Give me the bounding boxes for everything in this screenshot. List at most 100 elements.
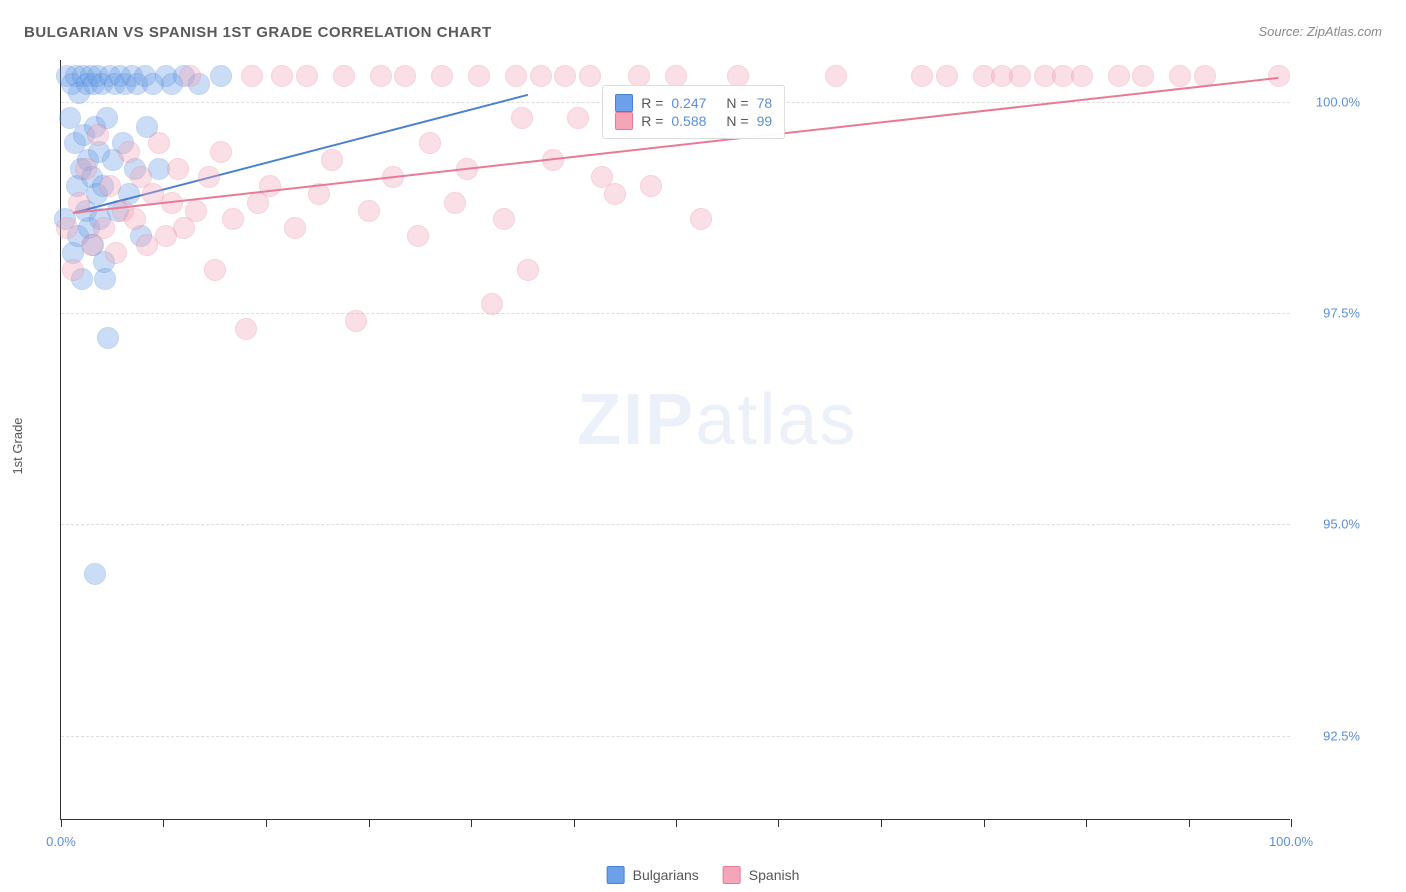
data-point bbox=[407, 225, 429, 247]
data-point bbox=[554, 65, 576, 87]
data-point bbox=[419, 132, 441, 154]
ytick-label: 92.5% bbox=[1323, 728, 1360, 743]
xtick bbox=[163, 819, 164, 827]
data-point bbox=[936, 65, 958, 87]
ytick-label: 100.0% bbox=[1316, 95, 1360, 110]
data-point bbox=[93, 217, 115, 239]
data-point bbox=[198, 166, 220, 188]
xtick bbox=[984, 819, 985, 827]
swatch-icon bbox=[615, 94, 633, 112]
data-point bbox=[727, 65, 749, 87]
data-point bbox=[628, 65, 650, 87]
chart-container: BULGARIAN VS SPANISH 1ST GRADE CORRELATI… bbox=[0, 0, 1406, 892]
swatch-icon bbox=[723, 866, 741, 884]
swatch-icon bbox=[607, 866, 625, 884]
swatch-icon bbox=[615, 112, 633, 130]
data-point bbox=[210, 141, 232, 163]
data-point bbox=[911, 65, 933, 87]
data-point bbox=[259, 175, 281, 197]
data-point bbox=[530, 65, 552, 87]
data-point bbox=[1071, 65, 1093, 87]
xtick bbox=[1291, 819, 1292, 827]
data-point bbox=[241, 65, 263, 87]
data-point bbox=[333, 65, 355, 87]
data-point bbox=[1009, 65, 1031, 87]
data-point bbox=[204, 259, 226, 281]
data-point bbox=[665, 65, 687, 87]
data-point bbox=[94, 268, 116, 290]
data-point bbox=[825, 65, 847, 87]
data-point bbox=[1268, 65, 1290, 87]
grid-line bbox=[61, 313, 1290, 314]
data-point bbox=[511, 107, 533, 129]
data-point bbox=[579, 65, 601, 87]
data-point bbox=[481, 293, 503, 315]
data-point bbox=[118, 141, 140, 163]
data-point bbox=[444, 192, 466, 214]
xtick bbox=[881, 819, 882, 827]
data-point bbox=[75, 158, 97, 180]
data-point bbox=[567, 107, 589, 129]
data-point bbox=[296, 65, 318, 87]
data-point bbox=[235, 318, 257, 340]
legend-label: Spanish bbox=[749, 867, 800, 883]
data-point bbox=[370, 65, 392, 87]
legend-item-bulgarians: Bulgarians bbox=[607, 866, 699, 884]
data-point bbox=[87, 124, 109, 146]
data-point bbox=[105, 242, 127, 264]
xtick-label: 100.0% bbox=[1269, 834, 1313, 849]
data-point bbox=[222, 208, 244, 230]
xtick bbox=[574, 819, 575, 827]
data-point bbox=[1169, 65, 1191, 87]
xtick bbox=[369, 819, 370, 827]
data-point bbox=[517, 259, 539, 281]
data-point bbox=[167, 158, 189, 180]
data-point bbox=[1132, 65, 1154, 87]
xtick bbox=[61, 819, 62, 827]
stats-legend: R = 0.247N = 78R = 0.588N = 99 bbox=[602, 85, 785, 139]
data-point bbox=[345, 310, 367, 332]
chart-source: Source: ZipAtlas.com bbox=[1258, 24, 1382, 39]
data-point bbox=[56, 217, 78, 239]
xtick bbox=[1189, 819, 1190, 827]
xtick bbox=[1086, 819, 1087, 827]
xtick bbox=[471, 819, 472, 827]
data-point bbox=[431, 65, 453, 87]
xtick bbox=[676, 819, 677, 827]
data-point bbox=[271, 65, 293, 87]
legend-item-spanish: Spanish bbox=[723, 866, 800, 884]
data-point bbox=[148, 132, 170, 154]
data-point bbox=[505, 65, 527, 87]
stats-row: R = 0.247N = 78 bbox=[615, 94, 772, 112]
data-point bbox=[468, 65, 490, 87]
bottom-legend: Bulgarians Spanish bbox=[607, 866, 800, 884]
stats-row: R = 0.588N = 99 bbox=[615, 112, 772, 130]
data-point bbox=[690, 208, 712, 230]
data-point bbox=[185, 200, 207, 222]
data-point bbox=[394, 65, 416, 87]
data-point bbox=[1108, 65, 1130, 87]
xtick bbox=[266, 819, 267, 827]
data-point bbox=[179, 65, 201, 87]
plot-area: ZIPatlas 92.5%95.0%97.5%100.0%0.0%100.0%… bbox=[60, 60, 1290, 820]
data-point bbox=[358, 200, 380, 222]
data-point bbox=[640, 175, 662, 197]
y-axis-label: 1st Grade bbox=[10, 417, 25, 474]
chart-title: BULGARIAN VS SPANISH 1ST GRADE CORRELATI… bbox=[24, 24, 492, 41]
xtick-label: 0.0% bbox=[46, 834, 76, 849]
grid-line bbox=[61, 736, 1290, 737]
legend-label: Bulgarians bbox=[633, 867, 699, 883]
data-point bbox=[84, 563, 106, 585]
ytick-label: 95.0% bbox=[1323, 517, 1360, 532]
data-point bbox=[97, 327, 119, 349]
data-point bbox=[124, 208, 146, 230]
data-point bbox=[284, 217, 306, 239]
data-point bbox=[62, 259, 84, 281]
data-point bbox=[99, 175, 121, 197]
data-point bbox=[321, 149, 343, 171]
data-point bbox=[210, 65, 232, 87]
watermark: ZIPatlas bbox=[577, 379, 857, 461]
ytick-label: 97.5% bbox=[1323, 306, 1360, 321]
grid-line bbox=[61, 524, 1290, 525]
data-point bbox=[604, 183, 626, 205]
